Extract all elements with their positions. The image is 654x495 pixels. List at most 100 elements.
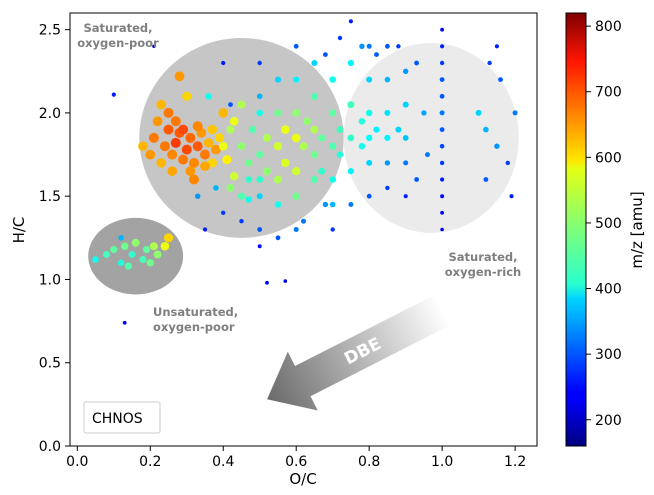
colorbar-tick-label: 700 bbox=[595, 85, 622, 101]
data-point bbox=[174, 71, 185, 82]
data-point bbox=[292, 167, 301, 176]
data-point bbox=[185, 132, 196, 143]
data-point bbox=[257, 227, 263, 232]
data-point bbox=[403, 68, 409, 75]
data-point bbox=[152, 116, 163, 127]
data-point bbox=[439, 77, 445, 82]
data-point bbox=[403, 194, 408, 199]
data-point bbox=[311, 60, 318, 66]
data-point bbox=[182, 91, 192, 101]
region-ellipse-1 bbox=[343, 42, 519, 233]
data-point bbox=[221, 210, 226, 215]
plot-frame bbox=[69, 12, 538, 447]
data-point bbox=[192, 141, 203, 152]
data-point bbox=[281, 125, 290, 134]
data-point bbox=[195, 193, 201, 199]
y-tick-label: 2.0 bbox=[39, 106, 61, 122]
data-point bbox=[494, 143, 500, 149]
data-point bbox=[257, 244, 262, 249]
data-point bbox=[487, 60, 492, 66]
data-point bbox=[347, 101, 355, 109]
data-point bbox=[143, 245, 151, 254]
data-point bbox=[366, 43, 372, 49]
data-point bbox=[202, 227, 208, 232]
data-point bbox=[358, 118, 366, 125]
data-point bbox=[122, 320, 127, 325]
data-point bbox=[329, 201, 336, 208]
data-point bbox=[159, 141, 170, 152]
data-point bbox=[265, 280, 269, 285]
data-point bbox=[178, 154, 189, 165]
legend-label: CHNOS bbox=[92, 411, 143, 427]
data-point bbox=[359, 43, 365, 49]
data-point bbox=[152, 44, 156, 48]
data-point bbox=[139, 256, 147, 263]
data-point bbox=[245, 159, 253, 167]
data-point bbox=[303, 117, 311, 126]
data-point bbox=[245, 196, 253, 203]
data-point bbox=[215, 133, 225, 143]
data-point bbox=[329, 109, 337, 117]
data-point bbox=[414, 177, 419, 182]
data-point bbox=[439, 143, 445, 149]
data-point bbox=[275, 76, 281, 83]
data-point bbox=[439, 127, 445, 132]
data-point bbox=[292, 109, 301, 117]
data-point bbox=[237, 100, 246, 109]
data-point bbox=[226, 125, 235, 134]
data-point bbox=[384, 160, 391, 166]
data-point bbox=[205, 93, 212, 100]
data-point bbox=[149, 242, 158, 251]
colorbar-tick-label: 400 bbox=[595, 282, 622, 298]
data-point bbox=[329, 76, 337, 83]
data-point bbox=[237, 142, 246, 151]
data-point bbox=[348, 202, 354, 207]
x-axis: 0.0 0.2 0.4 0.6 0.8 1.0 1.2 bbox=[66, 446, 526, 470]
colorbar-label: m/z [amu] bbox=[628, 191, 646, 268]
x-tick-label: 0.8 bbox=[358, 454, 380, 470]
data-point bbox=[329, 142, 337, 150]
data-point bbox=[505, 160, 510, 166]
data-point bbox=[148, 132, 159, 143]
data-point bbox=[425, 152, 430, 158]
data-point bbox=[293, 43, 299, 49]
data-point bbox=[138, 141, 148, 151]
colorbar-ticks: 200 300 400 500 600 700 800 bbox=[586, 19, 622, 429]
data-point bbox=[237, 192, 246, 200]
data-point bbox=[483, 126, 489, 133]
data-point bbox=[291, 133, 301, 143]
data-point bbox=[103, 251, 110, 258]
data-point bbox=[337, 35, 343, 41]
data-point bbox=[384, 134, 391, 141]
data-point bbox=[323, 52, 328, 57]
data-point bbox=[310, 175, 318, 184]
data-point bbox=[373, 126, 380, 133]
data-point bbox=[512, 110, 518, 116]
data-point bbox=[200, 149, 210, 160]
legend: CHNOS bbox=[83, 401, 161, 434]
y-tick-label: 0.0 bbox=[39, 439, 61, 455]
data-point bbox=[211, 144, 221, 155]
data-point bbox=[283, 279, 288, 283]
data-point bbox=[203, 138, 214, 148]
data-point bbox=[257, 60, 262, 66]
data-point bbox=[124, 262, 132, 270]
data-point bbox=[440, 44, 445, 49]
data-point bbox=[440, 177, 445, 182]
data-point bbox=[440, 227, 444, 232]
y-axis-label: H/C bbox=[10, 217, 28, 244]
legend-box bbox=[83, 401, 161, 434]
data-point bbox=[146, 259, 154, 267]
data-point bbox=[222, 155, 232, 165]
data-point bbox=[336, 151, 344, 158]
data-point bbox=[121, 242, 129, 250]
data-point bbox=[310, 92, 318, 100]
data-point bbox=[365, 109, 373, 117]
data-point bbox=[385, 185, 390, 191]
data-point bbox=[299, 142, 308, 151]
data-point bbox=[293, 227, 299, 232]
y-axis: 0.0 0.5 1.0 1.5 2.0 2.5 bbox=[39, 23, 70, 455]
data-point bbox=[301, 218, 306, 224]
data-point bbox=[310, 150, 319, 159]
